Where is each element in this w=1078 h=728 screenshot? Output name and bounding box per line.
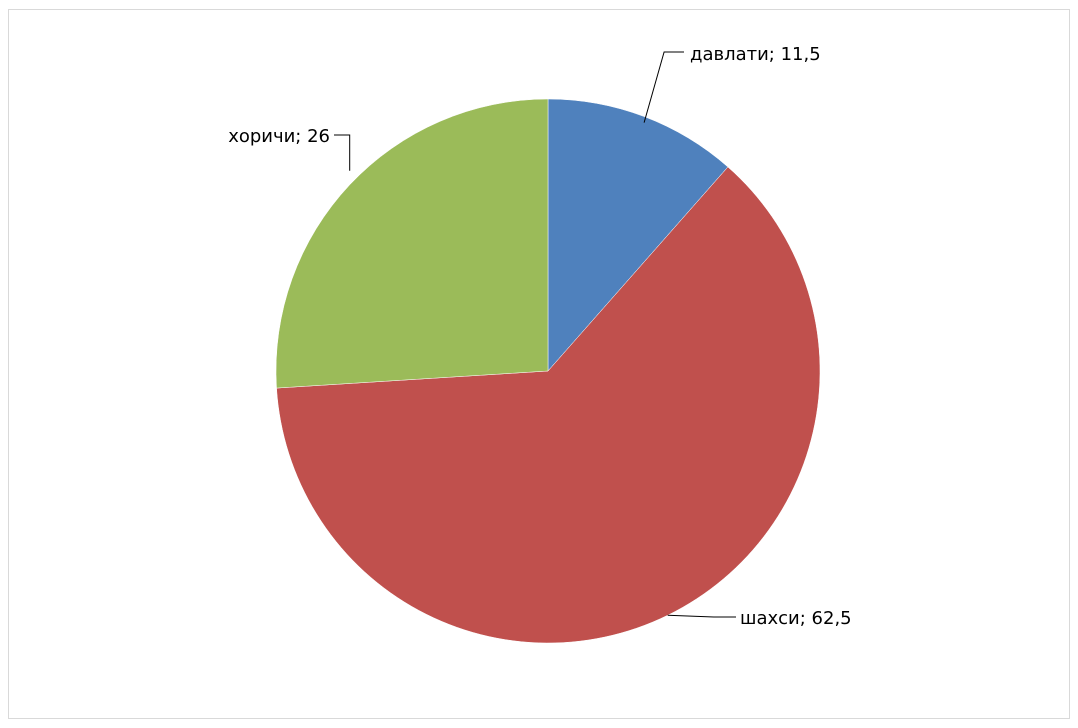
leader-line-khorichi [334,134,351,171]
data-label-shakhsi: шахси; 62,5 [740,608,852,629]
pie-slice-shakhsi [276,166,821,644]
leader-line-davlati [643,51,684,123]
leader-lines [334,51,736,618]
data-label-khorichi: хоричи; 26 [228,126,330,147]
data-label-davlati: давлати; 11,5 [690,44,821,65]
leader-line-shakhsi [667,614,736,618]
pie-slice-khorichi [275,98,549,389]
pie-slice-davlati [547,98,729,372]
pie-slices [275,98,821,644]
